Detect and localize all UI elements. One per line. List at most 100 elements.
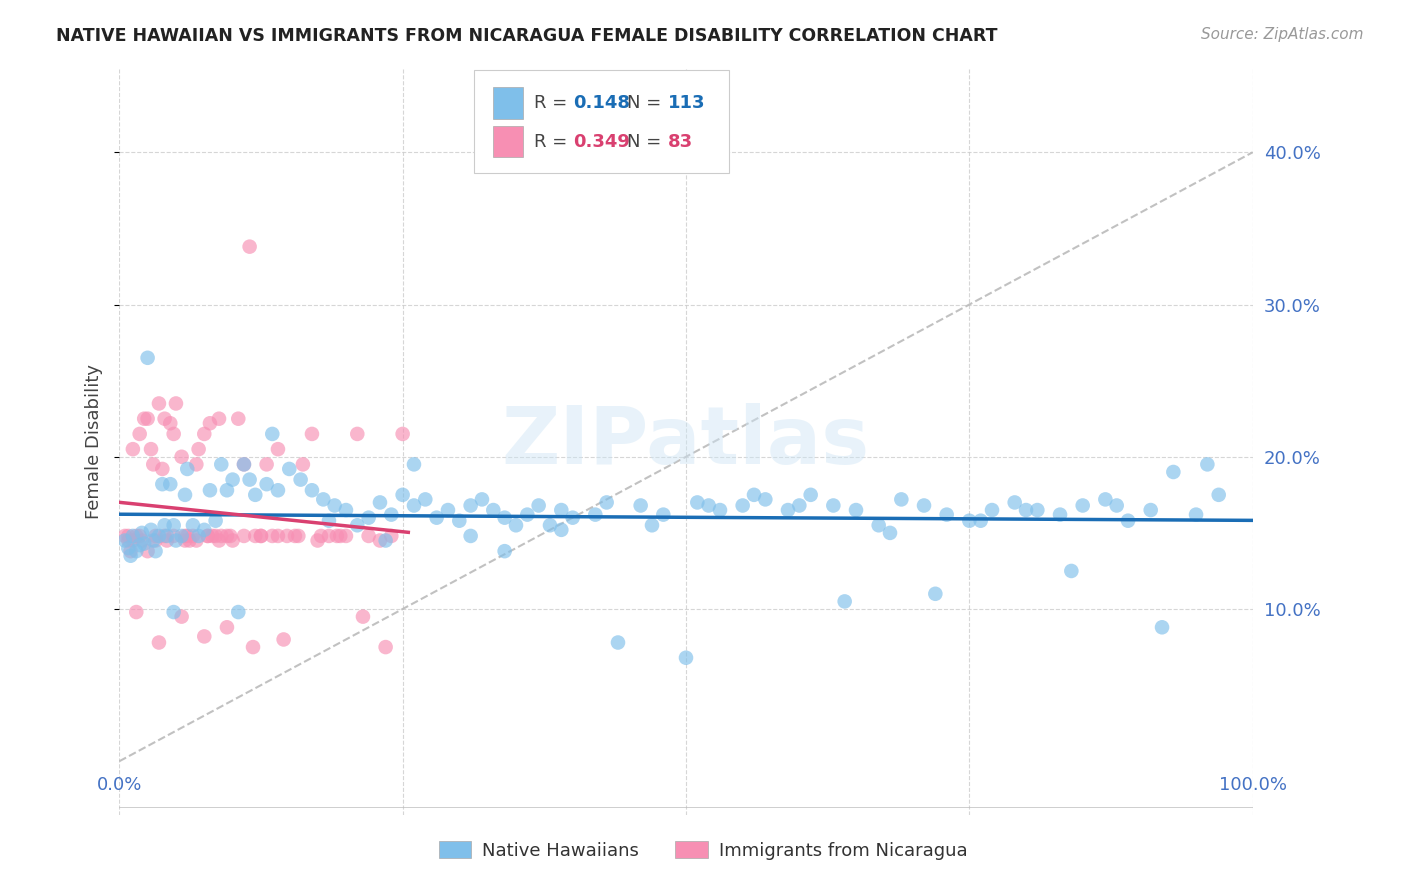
- Point: [163, 605, 186, 619]
- Point: [181, 529, 204, 543]
- Point: [776, 503, 799, 517]
- Point: [117, 529, 139, 543]
- Point: [309, 529, 332, 543]
- Point: [153, 529, 176, 543]
- Point: [742, 488, 765, 502]
- Text: 0.349: 0.349: [572, 133, 630, 151]
- Point: [800, 488, 823, 502]
- Point: [278, 462, 301, 476]
- Point: [352, 609, 374, 624]
- Point: [1071, 499, 1094, 513]
- Point: [326, 529, 349, 543]
- Point: [198, 417, 221, 431]
- Point: [142, 458, 165, 472]
- Point: [174, 533, 197, 548]
- Point: [163, 529, 186, 543]
- Point: [307, 533, 329, 548]
- Point: [391, 426, 413, 441]
- Text: 113: 113: [668, 94, 706, 112]
- Point: [219, 529, 242, 543]
- Point: [267, 483, 290, 498]
- Point: [346, 426, 368, 441]
- Point: [1026, 503, 1049, 517]
- Point: [221, 473, 243, 487]
- Point: [165, 396, 187, 410]
- Point: [550, 523, 572, 537]
- Point: [156, 533, 179, 548]
- Point: [150, 477, 173, 491]
- FancyBboxPatch shape: [494, 126, 523, 157]
- Text: 0.0%: 0.0%: [97, 777, 142, 795]
- Point: [391, 488, 413, 502]
- Point: [329, 529, 352, 543]
- Point: [120, 549, 142, 563]
- Point: [125, 605, 148, 619]
- Point: [287, 529, 309, 543]
- Text: ZIPatlas: ZIPatlas: [502, 402, 870, 481]
- Point: [273, 632, 295, 647]
- Point: [675, 650, 697, 665]
- Point: [970, 514, 993, 528]
- Point: [402, 499, 425, 513]
- Point: [134, 411, 156, 425]
- Point: [924, 587, 946, 601]
- Point: [209, 529, 232, 543]
- Point: [215, 620, 238, 634]
- Point: [233, 458, 256, 472]
- Point: [245, 529, 267, 543]
- Point: [131, 533, 153, 548]
- Point: [145, 533, 167, 548]
- Point: [460, 529, 482, 543]
- Point: [550, 503, 572, 517]
- Text: R =: R =: [534, 94, 574, 112]
- Point: [1139, 503, 1161, 517]
- Point: [380, 529, 402, 543]
- Point: [153, 411, 176, 425]
- Point: [374, 640, 396, 654]
- Point: [1197, 458, 1219, 472]
- Point: [368, 533, 391, 548]
- Point: [1105, 499, 1128, 513]
- Point: [686, 495, 709, 509]
- Point: [208, 533, 231, 548]
- Point: [174, 488, 197, 502]
- Point: [148, 529, 170, 543]
- Point: [471, 492, 494, 507]
- FancyBboxPatch shape: [494, 87, 523, 119]
- Point: [538, 518, 561, 533]
- Point: [641, 518, 664, 533]
- Point: [150, 462, 173, 476]
- Point: [142, 533, 165, 548]
- Text: 0.148: 0.148: [572, 94, 630, 112]
- Point: [823, 499, 845, 513]
- Point: [204, 529, 226, 543]
- Point: [170, 609, 193, 624]
- Point: [156, 529, 179, 543]
- Point: [1116, 514, 1139, 528]
- Point: [301, 483, 323, 498]
- FancyBboxPatch shape: [474, 70, 730, 173]
- Point: [437, 503, 460, 517]
- Point: [139, 442, 162, 457]
- Point: [561, 510, 583, 524]
- Point: [125, 544, 148, 558]
- Point: [174, 529, 197, 543]
- Point: [201, 529, 224, 543]
- Point: [357, 529, 380, 543]
- Point: [494, 544, 516, 558]
- Point: [215, 483, 238, 498]
- Point: [505, 518, 527, 533]
- Point: [148, 396, 170, 410]
- Point: [494, 510, 516, 524]
- Point: [139, 523, 162, 537]
- Point: [1208, 488, 1230, 502]
- Point: [318, 514, 340, 528]
- Point: [1015, 503, 1038, 517]
- Point: [267, 529, 290, 543]
- Point: [357, 510, 380, 524]
- Point: [165, 533, 187, 548]
- Point: [176, 462, 198, 476]
- Point: [128, 529, 150, 543]
- Point: [148, 635, 170, 649]
- Point: [120, 544, 142, 558]
